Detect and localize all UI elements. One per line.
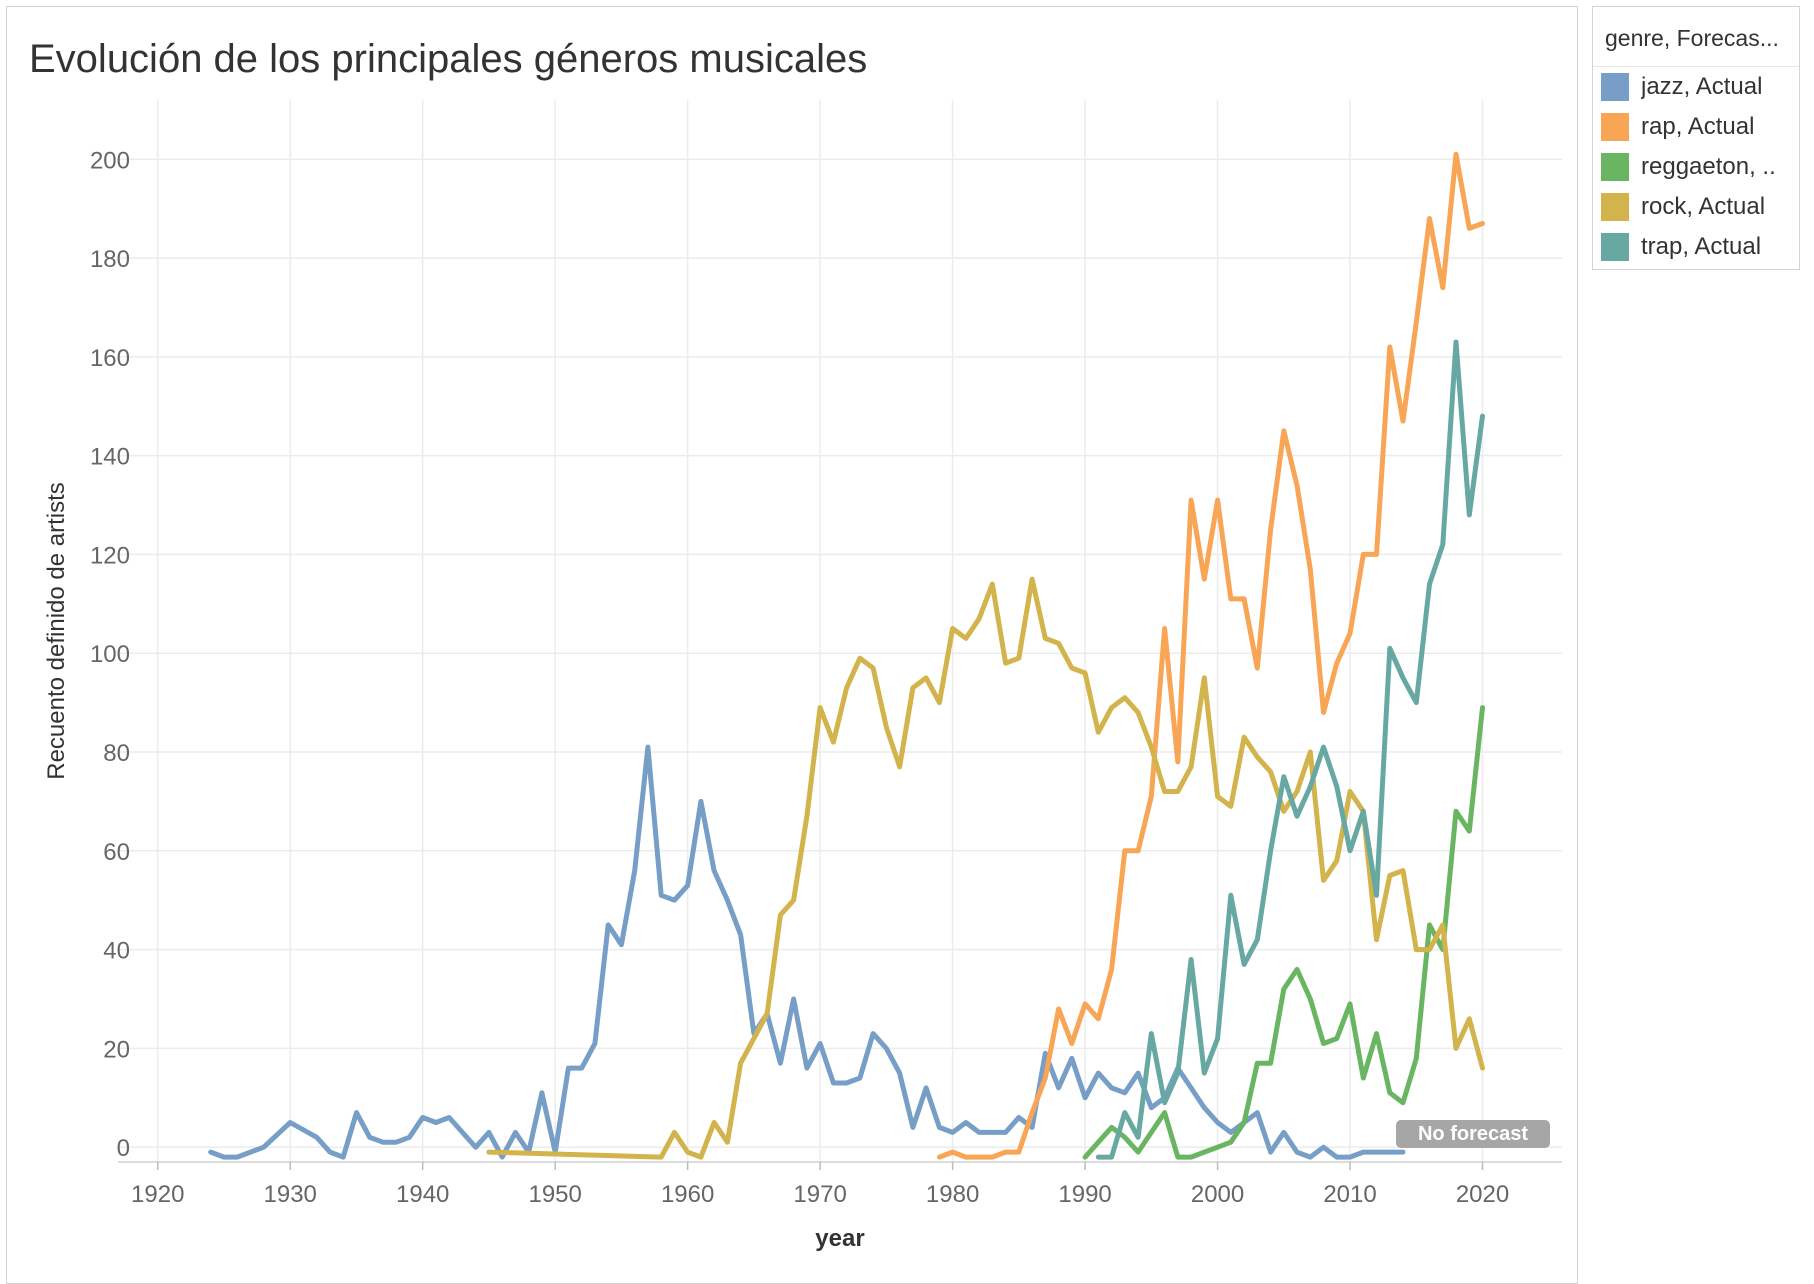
x-tick-label: 1930 — [264, 1181, 317, 1208]
legend-swatch — [1601, 193, 1629, 221]
legend-label: reggaeton, .. — [1641, 153, 1776, 180]
series-line-reggaeton — [1082, 705, 1485, 1160]
y-tick-label: 140 — [90, 444, 130, 471]
x-tick-label: 1960 — [661, 1181, 714, 1208]
series-line-rap — [936, 151, 1485, 1160]
legend-item[interactable]: rock, Actual — [1601, 187, 1799, 227]
y-tick-label: 200 — [90, 147, 130, 174]
y-tick-label: 160 — [90, 345, 130, 372]
legend-label: trap, Actual — [1641, 233, 1762, 260]
legend-label: rap, Actual — [1641, 113, 1755, 140]
y-tick-label: 180 — [90, 246, 130, 273]
chart-title: Evolución de los principales géneros mus… — [29, 37, 868, 81]
legend-item[interactable]: reggaeton, .. — [1601, 147, 1799, 187]
y-tick-label: 60 — [103, 839, 130, 866]
legend-title[interactable]: genre, Forecas... — [1605, 25, 1779, 51]
legend-label: jazz, Actual — [1641, 73, 1763, 100]
x-axis-label: year — [815, 1225, 864, 1252]
series-line-rock — [486, 576, 1485, 1160]
legend-item[interactable]: trap, Actual — [1601, 227, 1799, 267]
no-forecast-badge[interactable]: No forecast — [1396, 1120, 1550, 1148]
x-tick-label: 1940 — [396, 1181, 449, 1208]
legend-divider — [1593, 66, 1799, 67]
x-tick-label: 2010 — [1323, 1181, 1376, 1208]
x-tick-label: 1980 — [926, 1181, 979, 1208]
y-tick-label: 100 — [90, 641, 130, 668]
legend-swatch — [1601, 73, 1629, 101]
x-tick-label: 1950 — [528, 1181, 581, 1208]
series-line-jazz — [208, 744, 1406, 1160]
legend-swatch — [1601, 233, 1629, 261]
legend-label: rock, Actual — [1641, 193, 1766, 220]
y-tick-label: 0 — [117, 1135, 130, 1162]
x-tick-label: 1990 — [1058, 1181, 1111, 1208]
x-tick-label: 2000 — [1191, 1181, 1244, 1208]
y-tick-label: 80 — [103, 740, 130, 767]
legend-swatch — [1601, 113, 1629, 141]
legend-item[interactable]: rap, Actual — [1601, 107, 1799, 147]
legend-items: jazz, Actual rap, Actual reggaeton, .. rock… — [1593, 67, 1799, 267]
y-tick-label: 20 — [103, 1036, 130, 1063]
series-line-trap — [1095, 339, 1485, 1160]
y-axis-label: Recuento definido de artists — [43, 482, 70, 780]
y-tick-label: 40 — [103, 938, 130, 965]
x-tick-label: 2020 — [1456, 1181, 1509, 1208]
y-tick-label: 120 — [90, 542, 130, 569]
x-tick-label: 1970 — [793, 1181, 846, 1208]
legend-item[interactable]: jazz, Actual — [1601, 67, 1799, 107]
x-tick-label: 1920 — [131, 1181, 184, 1208]
legend: genre, Forecas... jazz, Actual rap, Actua… — [1592, 6, 1800, 270]
legend-swatch — [1601, 153, 1629, 181]
